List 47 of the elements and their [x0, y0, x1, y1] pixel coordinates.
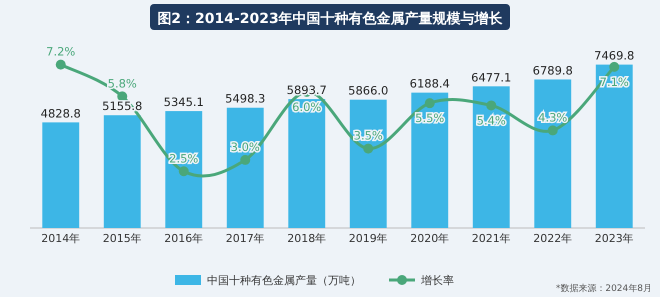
point [178, 166, 189, 176]
bar [165, 111, 202, 228]
data-label: 5.4% [476, 113, 506, 128]
x-tick-label: 2018年 [287, 232, 326, 245]
data-label: 6188.4 [410, 76, 450, 91]
data-label: 6.0% [292, 100, 322, 114]
x-tick-label: 2016年 [164, 232, 204, 245]
bar [42, 122, 80, 228]
bar [104, 115, 141, 228]
x-tick-label: 2020年 [410, 232, 450, 245]
data-label: 5498.3 [225, 92, 266, 106]
data-label: 4828.8 [40, 106, 81, 120]
point [609, 62, 620, 72]
data-label: 6789.8 [532, 63, 573, 78]
data-label: 7.2% [46, 44, 76, 59]
x-tick-label: 2015年 [102, 232, 142, 245]
x-tick-label: 2017年 [226, 232, 265, 245]
x-tick-label: 2022年 [533, 232, 572, 245]
point [548, 125, 558, 136]
bar [472, 86, 510, 228]
data-label: 5.5% [415, 111, 444, 126]
data-label: 6477.1 [471, 70, 512, 84]
x-tick-label: 2021年 [472, 232, 511, 245]
point [486, 100, 496, 110]
chart-title: 图2：2014-2023年中国十种有色金属产量规模与增长 [157, 10, 504, 27]
text: *数据来源：2024年8月 [556, 283, 652, 294]
bar [596, 64, 633, 228]
x-tick-label: 2019年 [348, 232, 388, 245]
bar [288, 99, 326, 228]
bar [226, 108, 264, 228]
data-label: 7469.8 [594, 48, 634, 63]
legend-label: 增长率 [420, 274, 454, 287]
point [240, 154, 250, 165]
point [363, 144, 374, 154]
data-label: 5.8% [108, 76, 137, 90]
bar [350, 100, 387, 228]
data-label: 3.5% [354, 128, 383, 143]
data-label: 5345.1 [164, 95, 204, 110]
legend-label: 中国十种有色金属产量（万吨） [207, 274, 361, 287]
point [424, 98, 435, 108]
x-tick-label: 2023年 [594, 232, 634, 245]
x-tick-label: 2014年 [41, 232, 80, 245]
point [56, 60, 66, 70]
bar [534, 79, 572, 228]
data-label: 5866.0 [348, 84, 388, 98]
bar [411, 92, 448, 228]
data-label: 4.3% [538, 110, 568, 124]
